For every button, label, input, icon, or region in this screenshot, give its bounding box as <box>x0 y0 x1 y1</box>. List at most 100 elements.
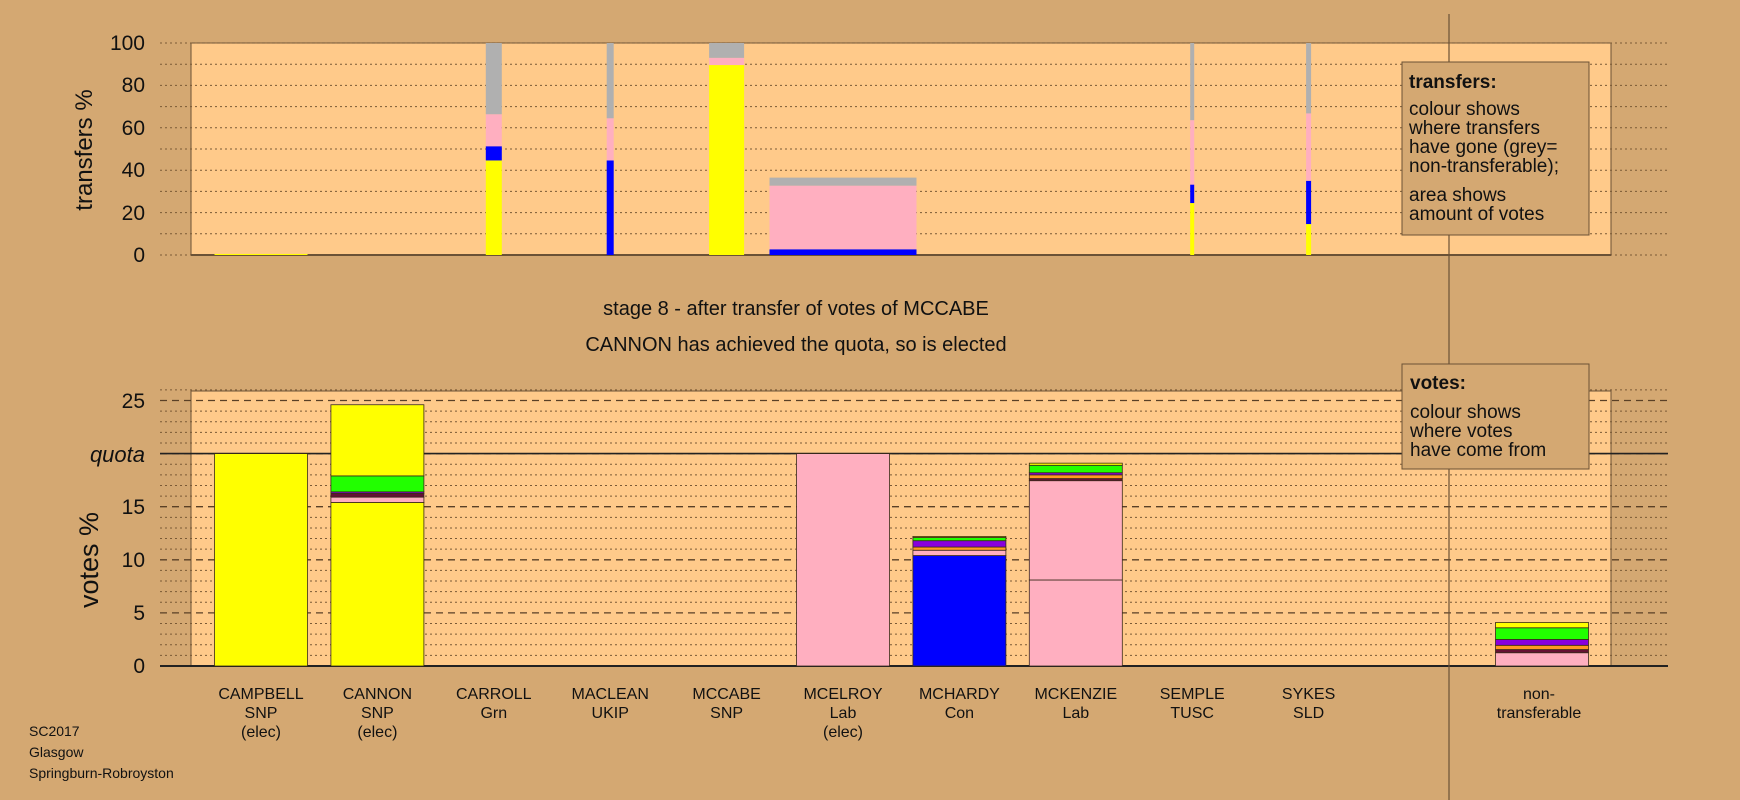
ward-name: Springburn-Robroyston <box>29 765 174 781</box>
transfers-legend: transfers: colour shows where transfers … <box>1401 61 1590 236</box>
transfer-segment-pink <box>485 114 502 147</box>
legend-text: amount of votes <box>1409 204 1544 225</box>
x-label-name: MCELROY <box>803 686 882 703</box>
vote-segment-blue <box>912 555 1007 667</box>
vote-segment-green <box>1028 464 1123 474</box>
transfer-segment-blue <box>1190 184 1195 204</box>
legend-text: have gone (grey= <box>1409 137 1557 158</box>
x-label-party: SNP <box>361 705 394 722</box>
transfer-segment-grey <box>1190 43 1195 121</box>
transfer-segment-yellow <box>1306 224 1312 255</box>
legend-title: votes: <box>1410 373 1466 394</box>
stage-title: stage 8 - after transfer of votes of MCC… <box>603 298 989 320</box>
vote-segment-green <box>330 475 425 493</box>
vote-segment-purple <box>912 540 1007 548</box>
transfer-segment-grey <box>709 43 745 58</box>
x-label-name: MCCABE <box>692 686 760 703</box>
vote-segment-purple <box>1495 639 1589 646</box>
legend-text: colour shows <box>1410 402 1521 423</box>
vote-segment-maroon <box>1495 649 1589 654</box>
y-tick: 0 <box>133 244 145 267</box>
vote-segment-orange <box>1495 644 1589 650</box>
x-label-party: TUSC <box>1170 705 1214 722</box>
vote-segment-pink <box>796 453 890 667</box>
vote-segment-orange <box>912 546 1007 551</box>
x-label-name: CARROLL <box>456 686 532 703</box>
vote-segment-pink <box>1028 480 1123 581</box>
y-tick: 20 <box>122 202 145 225</box>
vote-segment-pink <box>1028 579 1123 667</box>
y-tick: 10 <box>122 549 145 572</box>
x-label-status: (elec) <box>357 724 397 741</box>
transfer-segment-pink <box>1190 120 1195 185</box>
transfer-segment-yellow <box>1190 203 1195 255</box>
legend-text: where transfers <box>1408 118 1540 139</box>
transfers-y-label: transfers % <box>71 89 98 210</box>
vote-segment-maroon <box>330 493 425 498</box>
transfer-segment-grey <box>606 43 614 119</box>
vote-segment-pink <box>330 496 425 503</box>
x-label-name: CANNON <box>343 686 412 703</box>
votes-plot-area <box>190 390 1612 667</box>
y-tick: 60 <box>122 117 145 140</box>
x-label-party: Grn <box>480 705 507 722</box>
transfer-segment-grey <box>1306 43 1312 114</box>
y-tick: 5 <box>133 602 145 625</box>
vote-segment-yellow <box>912 536 1007 538</box>
y-tick: 15 <box>122 496 145 519</box>
nontransferable-label: non- transferable <box>1497 686 1582 722</box>
legend-text: have come from <box>1410 440 1546 461</box>
x-label-party: SLD <box>1293 705 1324 722</box>
vote-segment-yellow <box>1028 462 1123 466</box>
y-tick: 0 <box>133 655 145 678</box>
x-label-party: Lab <box>830 705 857 722</box>
transfer-segment-blue <box>1306 180 1312 225</box>
transfers-bars <box>214 43 1312 255</box>
x-label-name: SEMPLE <box>1160 686 1225 703</box>
x-label: transferable <box>1497 705 1582 722</box>
election-name: SC2017 <box>29 723 80 739</box>
votes-y-label: votes % <box>74 512 104 608</box>
x-label-party: UKIP <box>592 705 629 722</box>
votes-bars <box>214 404 1589 667</box>
x-label-name: CAMPBELL <box>218 686 303 703</box>
x-label-name: MACLEAN <box>572 686 649 703</box>
y-tick: 80 <box>122 74 145 97</box>
transfer-segment-pink <box>606 118 614 161</box>
transfer-segment-pink <box>1306 113 1312 181</box>
y-tick: 40 <box>122 159 145 182</box>
x-label-name: SYKES <box>1282 686 1335 703</box>
y-tick: 25 <box>122 390 145 413</box>
vote-segment-yellow <box>214 453 308 667</box>
council-name: Glasgow <box>29 744 84 760</box>
legend-title: transfers: <box>1409 72 1497 93</box>
legend-text: non-transferable); <box>1409 156 1559 177</box>
x-label-status: (elec) <box>823 724 863 741</box>
transfers-y-ticks: 0 20 40 60 80 100 <box>110 32 145 267</box>
x-label: non- <box>1523 686 1555 703</box>
legend-text: where votes <box>1409 421 1512 442</box>
transfer-segment-yellow <box>214 253 308 255</box>
transfer-segment-blue <box>769 249 917 255</box>
transfer-segment-grey <box>485 43 502 115</box>
legend-text: area shows <box>1409 185 1506 206</box>
y-tick: 100 <box>110 32 145 55</box>
stage-subtitle: CANNON has achieved the quota, so is ele… <box>585 334 1006 356</box>
election-info: SC2017 Glasgow Springburn-Robroyston <box>29 723 174 781</box>
x-label-name: MCHARDY <box>919 686 1000 703</box>
candidate-labels: CAMPBELL SNP (elec) CANNON SNP (elec) CARROLL G… <box>218 686 1335 741</box>
x-label-party: SNP <box>245 705 278 722</box>
vote-segment-yellow <box>1495 622 1589 629</box>
vote-segment-pink <box>912 549 1007 556</box>
vote-segment-green <box>1495 627 1589 640</box>
transfer-segment-blue <box>485 146 502 161</box>
transfer-segment-blue <box>606 160 614 255</box>
quota-label: quota <box>90 442 145 467</box>
transfer-segment-pink <box>769 185 917 250</box>
legend-text: colour shows <box>1409 99 1520 120</box>
vote-segment-yellow <box>330 404 425 477</box>
transfer-segment-yellow <box>709 65 745 255</box>
x-label-name: MCKENZIE <box>1034 686 1117 703</box>
votes-legend: votes: colour shows where votes have com… <box>1401 363 1590 470</box>
